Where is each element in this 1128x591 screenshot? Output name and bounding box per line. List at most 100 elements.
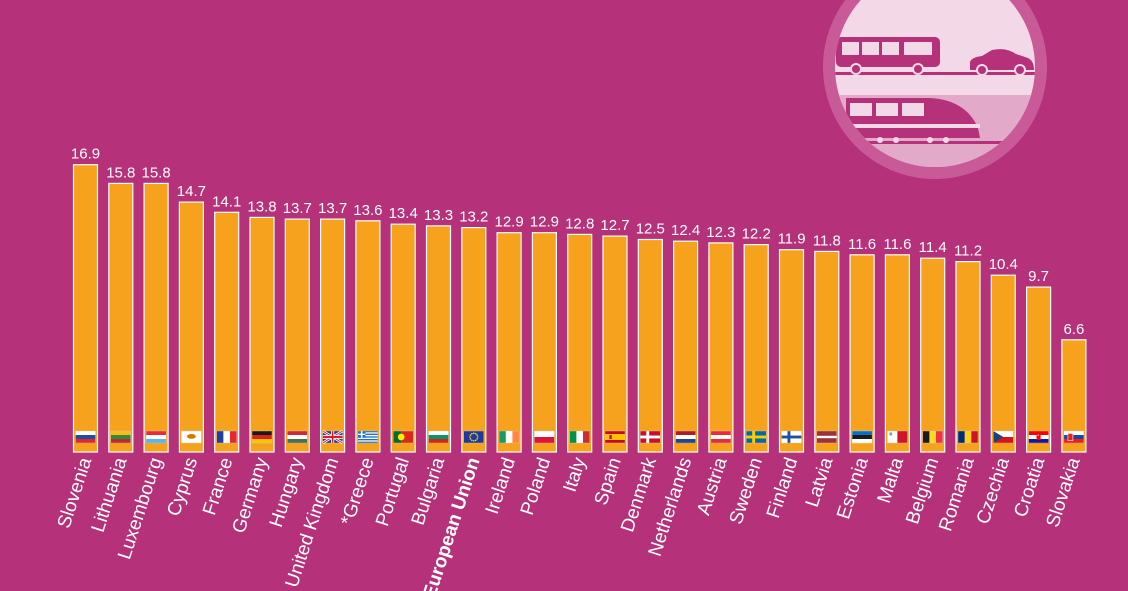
bar-ireland: [496, 232, 522, 453]
bar-sweden: [743, 244, 769, 453]
value-label: 12.5: [636, 221, 665, 238]
category-label: Croatia: [1010, 455, 1049, 520]
flag-germany-icon: [251, 430, 273, 444]
flag-malta-icon: [887, 430, 908, 444]
flag-denmark-icon: [640, 430, 661, 444]
flag-italy-icon: [569, 430, 590, 444]
value-label: 15.8: [106, 164, 135, 181]
flag-austria-icon: [710, 430, 732, 444]
flag-european-union-icon: [463, 430, 484, 444]
value-label: 12.4: [671, 222, 700, 239]
category-label: Cyprus: [164, 455, 203, 519]
bar-bulgaria: [425, 225, 452, 453]
category-label: Spain: [591, 455, 626, 508]
value-label: 16.9: [71, 146, 100, 163]
category-label: France: [199, 455, 237, 518]
value-label: 13.3: [424, 207, 453, 224]
bus-icon: [836, 37, 940, 75]
category-label: Latvia: [802, 455, 838, 510]
flag-slovenia-icon: [75, 430, 96, 444]
bar-latvia: [814, 250, 840, 453]
value-label: 12.9: [494, 214, 523, 231]
value-label: 11.6: [848, 236, 876, 253]
value-label: 15.8: [141, 164, 170, 181]
flag-hungary-icon: [287, 430, 308, 444]
flag-portugal-icon: [393, 430, 414, 444]
value-label: 12.3: [706, 224, 735, 241]
flag-netherlands-icon: [675, 430, 696, 444]
category-label: Estonia: [833, 455, 873, 522]
car-icon: [970, 49, 1034, 76]
flag-belgium-icon: [922, 430, 943, 444]
category-label: Poland: [517, 455, 555, 518]
transport-illustration: [823, 0, 1047, 179]
bar-italy: [567, 233, 593, 453]
bar-slovenia: [72, 164, 99, 453]
value-label: 12.7: [600, 217, 629, 234]
bar-denmark: [637, 238, 663, 453]
flag-france-icon: [216, 430, 237, 444]
bar-czechia: [990, 274, 1016, 453]
flag-slovakia-icon: [1063, 430, 1085, 444]
value-label: 10.4: [989, 256, 1018, 273]
bar-finland: [778, 249, 805, 453]
value-label: 12.9: [530, 214, 559, 231]
bar-france: [214, 211, 240, 453]
bar-netherlands: [672, 240, 699, 453]
value-label: 12.2: [742, 226, 771, 243]
flag-latvia-icon: [816, 430, 837, 444]
bar-germany: [249, 216, 275, 453]
value-label: 11.6: [883, 236, 911, 253]
category-label: Sweden: [726, 455, 767, 527]
bar-estonia: [849, 254, 875, 453]
value-label: 11.4: [919, 239, 947, 256]
bar-luxembourg: [143, 182, 169, 453]
plot-area: 16.9Slovenia15.8Lithuania15.8Luxembourg1…: [54, 146, 1087, 591]
value-label: 14.1: [212, 193, 241, 210]
flag-estonia-icon: [851, 430, 873, 444]
flag-poland-icon: [534, 430, 555, 444]
value-label: 14.7: [177, 183, 206, 200]
value-label: 12.8: [565, 215, 594, 232]
flag-united-kingdom-icon: [321, 429, 344, 445]
value-label: 11.2: [954, 243, 982, 260]
value-label: 6.6: [1063, 321, 1084, 338]
bar-spain: [602, 235, 628, 453]
bar-greece: [355, 220, 381, 453]
bar-cyprus: [178, 201, 204, 453]
train-icon: [846, 98, 980, 143]
category-label: Portugal: [372, 455, 414, 529]
bar-hungary: [284, 218, 310, 453]
flag-croatia-icon: [1028, 430, 1049, 444]
flag-finland-icon: [781, 430, 802, 444]
category-label: Ireland: [482, 455, 520, 517]
value-label: 13.7: [283, 200, 312, 217]
flag-ireland-icon: [498, 430, 520, 444]
value-label: 11.8: [813, 232, 841, 249]
flag-spain-icon: [604, 430, 626, 444]
value-label: 11.9: [777, 231, 805, 248]
category-label: Slovakia: [1042, 455, 1084, 530]
value-label: 13.2: [459, 209, 488, 226]
flag-bulgaria-icon: [428, 430, 449, 444]
bar-croatia: [1025, 286, 1052, 453]
flag-cyprus-icon: [181, 430, 202, 444]
bar-romania: [955, 261, 981, 453]
category-label: Austria: [693, 455, 731, 518]
value-label: 13.7: [318, 200, 347, 217]
flag-romania-icon: [957, 430, 979, 444]
value-label: 9.7: [1028, 268, 1049, 285]
bar-portugal: [390, 223, 416, 453]
bar-lithuania: [108, 182, 134, 453]
value-label: 13.4: [389, 205, 418, 222]
category-label: Finland: [763, 455, 802, 521]
bar-belgium: [920, 257, 946, 453]
bar-european-union: [461, 227, 487, 453]
bar-malta: [884, 254, 911, 453]
bar-poland: [531, 232, 558, 453]
flag-sweden-icon: [746, 430, 767, 444]
category-label: Belgium: [902, 455, 943, 527]
value-label: 13.8: [247, 198, 276, 215]
bar-united-kingdom: [320, 218, 346, 453]
